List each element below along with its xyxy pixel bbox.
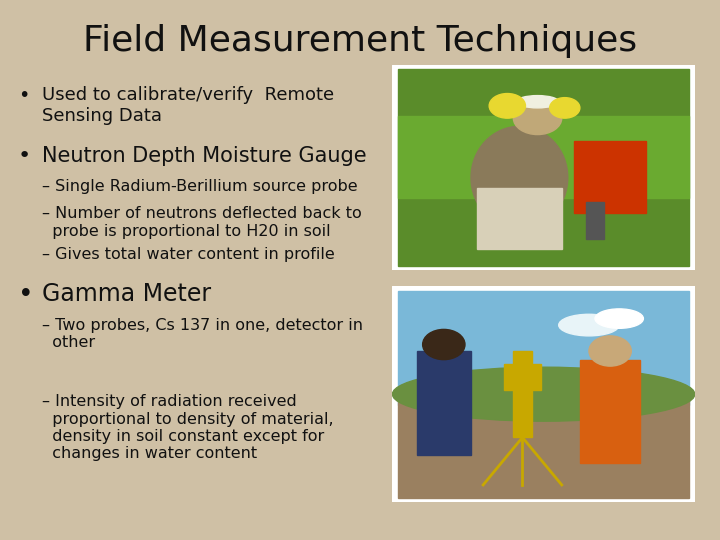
Circle shape	[549, 98, 580, 118]
Ellipse shape	[392, 367, 695, 421]
Text: Neutron Depth Moisture Gauge: Neutron Depth Moisture Gauge	[42, 146, 366, 166]
Text: – Number of neutrons deflected back to
  probe is proportional to H20 in soil: – Number of neutrons deflected back to p…	[42, 206, 361, 239]
Text: – Single Radium-Berillium source probe: – Single Radium-Berillium source probe	[42, 179, 357, 194]
Bar	[398, 116, 689, 198]
Bar	[477, 188, 562, 249]
Circle shape	[589, 336, 631, 366]
Bar	[574, 141, 647, 213]
Bar	[398, 394, 689, 498]
Bar	[398, 291, 689, 405]
Bar	[586, 202, 604, 239]
Bar	[513, 351, 531, 437]
Text: Used to calibrate/verify  Remote
Sensing Data: Used to calibrate/verify Remote Sensing …	[42, 86, 334, 125]
Circle shape	[489, 93, 526, 118]
Text: •: •	[18, 86, 30, 105]
Ellipse shape	[559, 314, 619, 336]
Bar	[504, 364, 541, 390]
Ellipse shape	[471, 126, 568, 229]
Text: Field Measurement Techniques: Field Measurement Techniques	[83, 24, 637, 58]
Bar	[580, 360, 640, 463]
Bar	[417, 351, 471, 455]
Circle shape	[423, 329, 465, 360]
Text: – Intensity of radiation received
  proportional to density of material,
  densi: – Intensity of radiation received propor…	[42, 394, 333, 461]
Text: Gamma Meter: Gamma Meter	[42, 282, 211, 306]
Text: – Two probes, Cs 137 in one, detector in
  other: – Two probes, Cs 137 in one, detector in…	[42, 318, 363, 350]
Text: •: •	[18, 282, 34, 308]
Text: – Gives total water content in profile: – Gives total water content in profile	[42, 247, 335, 262]
Ellipse shape	[595, 309, 644, 328]
Circle shape	[513, 102, 562, 134]
Ellipse shape	[516, 96, 559, 108]
Text: •: •	[18, 146, 31, 166]
